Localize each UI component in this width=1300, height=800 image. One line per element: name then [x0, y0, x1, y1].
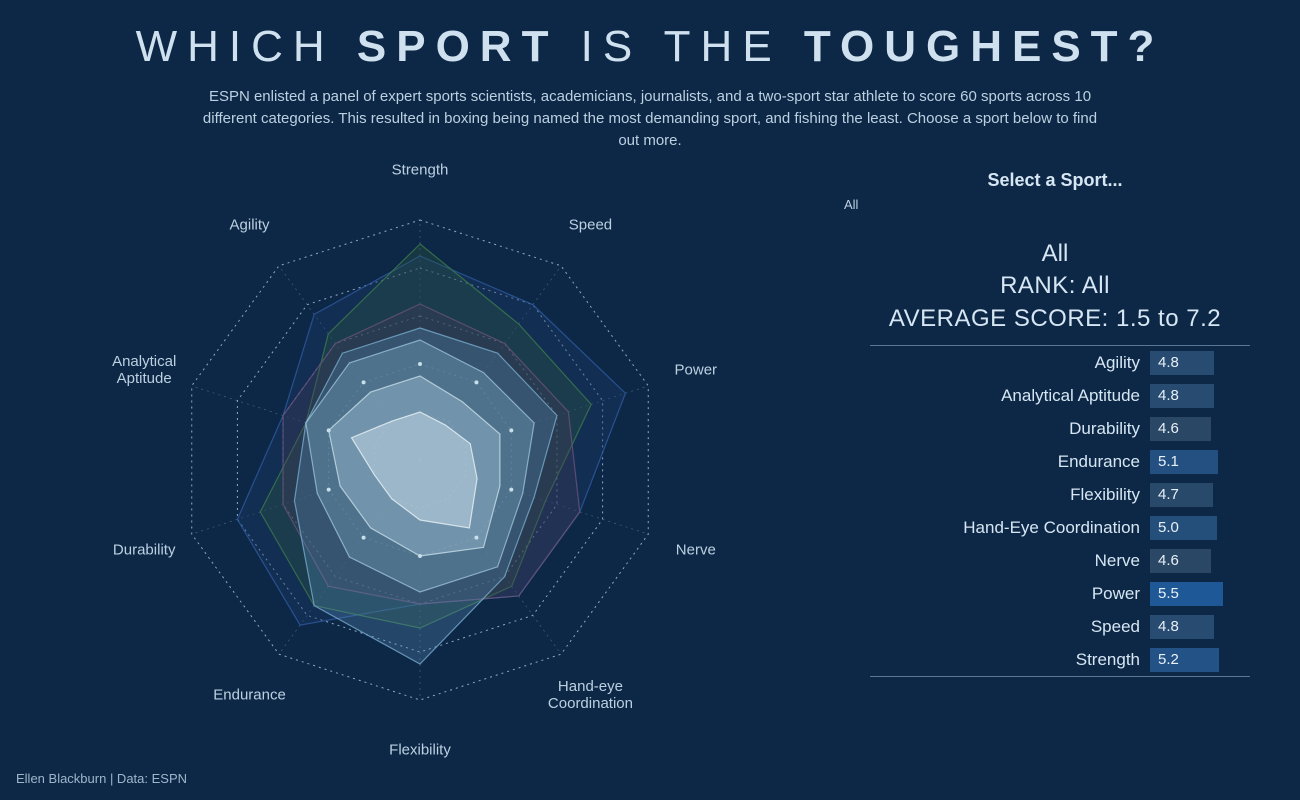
table-row: Strength5.2 [870, 643, 1250, 676]
radar-dot [474, 536, 478, 540]
row-label: Endurance [870, 452, 1150, 472]
selected-sport-name: All [840, 238, 1270, 270]
row-bar-cell: 4.8 [1150, 349, 1250, 377]
row-bar-cell: 4.6 [1150, 415, 1250, 443]
row-bar: 4.8 [1150, 351, 1214, 375]
title-part-1: WHICH [136, 22, 357, 71]
row-label: Power [870, 584, 1150, 604]
radar-dot [509, 488, 513, 492]
credit-text: Ellen Blackburn | Data: ESPN [16, 771, 187, 786]
rank-label: RANK: [1000, 272, 1076, 299]
table-row: Endurance5.1 [870, 445, 1250, 478]
row-bar: 4.8 [1150, 384, 1214, 408]
table-row: Analytical Aptitude4.8 [870, 379, 1250, 412]
row-bar: 4.6 [1150, 417, 1211, 441]
summary-headline: All RANK: All AVERAGE SCORE: 1.5 to 7.2 [840, 238, 1270, 335]
avg-label: AVERAGE SCORE: [889, 305, 1109, 332]
row-bar: 5.0 [1150, 516, 1217, 540]
row-bar-cell: 4.8 [1150, 613, 1250, 641]
table-row: Hand-Eye Coordination5.0 [870, 511, 1250, 544]
sidebar: Select a Sport... All All RANK: All AVER… [840, 140, 1300, 800]
avg-value: 1.5 to 7.2 [1116, 305, 1221, 332]
row-bar: 4.7 [1150, 483, 1213, 507]
rank-value: All [1082, 272, 1110, 299]
table-row: Flexibility4.7 [870, 478, 1250, 511]
row-bar-cell: 5.2 [1150, 646, 1250, 674]
row-bar-cell: 5.5 [1150, 580, 1250, 608]
table-row: Durability4.6 [870, 412, 1250, 445]
score-table: Agility4.8Analytical Aptitude4.8Durabili… [870, 345, 1250, 677]
row-bar-cell: 4.6 [1150, 547, 1250, 575]
row-bar-cell: 4.7 [1150, 481, 1250, 509]
row-label: Analytical Aptitude [870, 386, 1150, 406]
radar-dot [362, 536, 366, 540]
main-layout: StrengthSpeedPowerNerveHand-eye Coordina… [0, 140, 1300, 800]
radar-dot [418, 554, 422, 558]
table-row: Speed4.8 [870, 610, 1250, 643]
row-label: Hand-Eye Coordination [870, 518, 1150, 538]
row-bar: 4.6 [1150, 549, 1211, 573]
radar-dot [362, 380, 366, 384]
row-bar-cell: 5.0 [1150, 514, 1250, 542]
row-bar: 4.8 [1150, 615, 1214, 639]
title-part-4: TOUGHEST? [804, 22, 1165, 71]
radar-chart: StrengthSpeedPowerNerveHand-eye Coordina… [0, 140, 840, 770]
radar-dot [327, 488, 331, 492]
row-label: Strength [870, 650, 1150, 670]
table-row: Agility4.8 [870, 346, 1250, 379]
row-label: Agility [870, 353, 1150, 373]
page-title: WHICH SPORT IS THE TOUGHEST? [0, 0, 1300, 72]
row-label: Nerve [870, 551, 1150, 571]
radar-svg [0, 140, 840, 770]
radar-dot [418, 362, 422, 366]
row-bar: 5.1 [1150, 450, 1218, 474]
radar-dot [474, 380, 478, 384]
row-label: Speed [870, 617, 1150, 637]
row-bar-cell: 4.8 [1150, 382, 1250, 410]
sport-select-label: Select a Sport... [840, 170, 1270, 191]
table-row: Power5.5 [870, 577, 1250, 610]
row-label: Durability [870, 419, 1150, 439]
table-row: Nerve4.6 [870, 544, 1250, 577]
row-bar: 5.5 [1150, 582, 1223, 606]
radar-dot [509, 428, 513, 432]
sport-select[interactable]: All [840, 197, 1270, 212]
row-label: Flexibility [870, 485, 1150, 505]
title-part-3: IS THE [558, 22, 803, 71]
row-bar: 5.2 [1150, 648, 1219, 672]
radar-dot [327, 428, 331, 432]
title-part-2: SPORT [357, 22, 559, 71]
row-bar-cell: 5.1 [1150, 448, 1250, 476]
